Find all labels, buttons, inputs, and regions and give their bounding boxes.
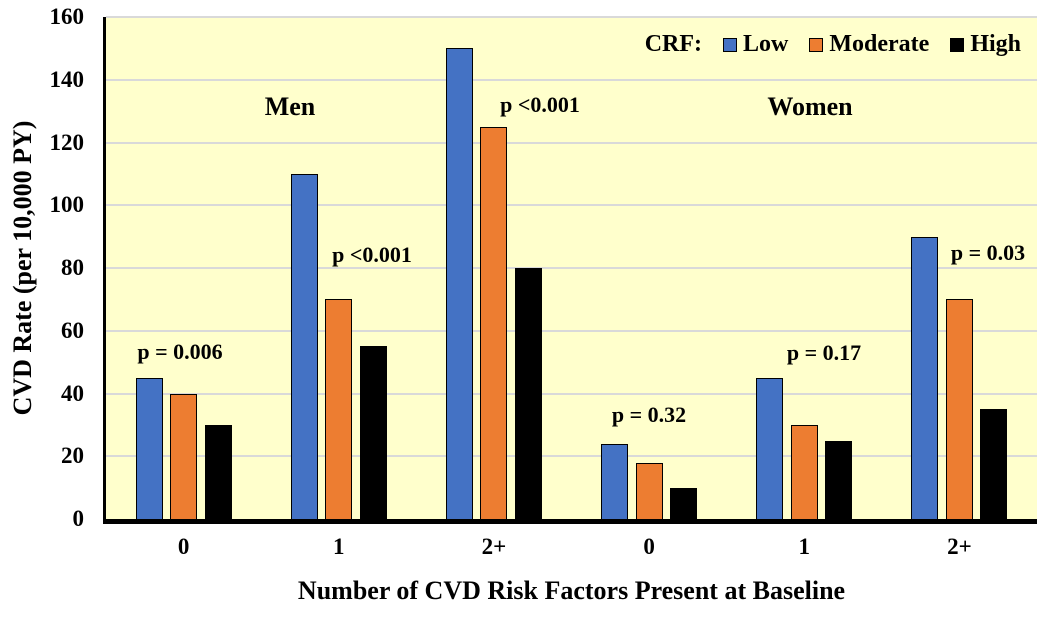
legend-title: CRF: <box>644 31 703 57</box>
bar-women-2+-low <box>911 236 939 519</box>
gridline-y-80 <box>106 267 1037 269</box>
x-axis-title: Number of CVD Risk Factors Present at Ba… <box>297 576 846 605</box>
y-tick-0: 0 <box>72 506 85 531</box>
group-label-women: Women <box>767 92 853 121</box>
y-tick-120: 120 <box>49 129 85 155</box>
bar-women-0-high <box>670 487 698 519</box>
y-tick-160: 160 <box>49 4 85 29</box>
y-tick-40: 40 <box>61 380 84 406</box>
p-value-women-2+: p = 0.03 <box>950 240 1026 265</box>
group-label-men: Men <box>264 92 316 121</box>
legend: CRF: Low Moderate High <box>645 31 1021 58</box>
plot-area: CRF: Low Moderate High Men Women p = 0.0… <box>103 16 1037 524</box>
bar-women-1-low <box>756 377 784 519</box>
p-value-women-1: p = 0.17 <box>786 340 862 365</box>
legend-label-low: Low <box>743 31 789 57</box>
y-tick-60: 60 <box>61 317 84 343</box>
p-value-men-2+: p <0.001 <box>500 92 580 117</box>
low-series-swatch-icon <box>723 37 738 52</box>
gridline-y-60 <box>106 329 1037 332</box>
bar-men-1-low <box>290 173 318 519</box>
x-tick-women-2+: 2+ <box>947 534 972 559</box>
legend-item-moderate: Moderate <box>809 31 929 58</box>
gridline-y-120 <box>106 141 1037 144</box>
x-tick-men-0: 0 <box>177 534 190 559</box>
y-tick-20: 20 <box>61 443 84 469</box>
bar-men-1-high <box>359 346 387 519</box>
bar-women-0-moderate <box>635 462 663 519</box>
p-value-men-0: p = 0.006 <box>137 339 223 364</box>
legend-label-high: High <box>970 31 1021 57</box>
bar-men-2+-moderate <box>480 126 508 519</box>
bar-men-1-moderate <box>325 299 353 519</box>
bar-men-2+-high <box>514 268 542 519</box>
gridline-y-100 <box>106 204 1037 207</box>
bar-men-0-moderate <box>170 393 198 519</box>
bar-men-2+-low <box>445 48 473 519</box>
y-tick-80: 80 <box>61 255 84 280</box>
bar-women-2+-moderate <box>945 299 973 519</box>
x-tick-women-1: 1 <box>798 534 811 559</box>
legend-item-high: High <box>950 31 1021 58</box>
legend-label-moderate: Moderate <box>829 31 930 57</box>
gridline-y-40 <box>106 392 1037 395</box>
gridline-y-140 <box>106 78 1037 81</box>
p-value-women-0: p = 0.32 <box>611 402 687 427</box>
y-tick-140: 140 <box>49 66 85 92</box>
bar-women-2+-high <box>980 409 1008 519</box>
moderate-series-swatch-icon <box>809 37 824 52</box>
y-tick-100: 100 <box>49 192 85 218</box>
gridline-y-160 <box>106 16 1037 18</box>
bar-women-1-moderate <box>790 424 818 519</box>
x-tick-women-0: 0 <box>643 534 655 559</box>
bar-men-0-low <box>135 377 163 519</box>
x-tick-men-2+: 2+ <box>481 534 507 559</box>
bar-men-0-high <box>204 424 232 519</box>
p-value-men-1: p <0.001 <box>332 242 412 267</box>
legend-item-low: Low <box>723 31 788 58</box>
bar-women-0-low <box>601 443 629 519</box>
x-tick-men-1: 1 <box>333 534 345 559</box>
gridline-y-20 <box>106 455 1037 458</box>
bar-women-1-high <box>825 440 853 519</box>
high-series-swatch-icon <box>950 37 965 52</box>
